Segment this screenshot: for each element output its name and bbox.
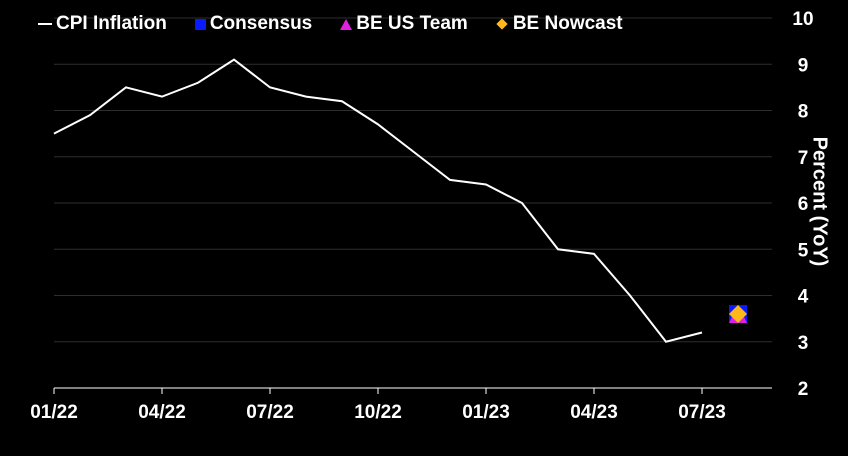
legend-item-cpi: CPI Inflation	[38, 13, 167, 35]
legend-label-cpi: CPI Inflation	[56, 13, 167, 34]
x-tick-label: 04/23	[570, 402, 618, 423]
y-tick-label: 5	[798, 240, 809, 261]
y-tick-label: 9	[798, 55, 809, 76]
y-tick-label: 8	[798, 102, 809, 123]
legend: CPI Inflation Consensus BE US Team BE No…	[38, 13, 651, 35]
cpi-inflation-line	[53, 58, 703, 343]
triangle-icon	[340, 18, 353, 30]
square-icon	[194, 18, 206, 30]
legend-item-be-us-team: BE US Team	[340, 13, 468, 35]
x-tick-label: 04/22	[138, 402, 186, 423]
y-tick-label: 6	[798, 194, 809, 215]
y-tick-label: 2	[798, 379, 809, 400]
legend-item-be-nowcast: BE Nowcast	[496, 13, 623, 35]
x-tick-label: 01/22	[30, 402, 78, 423]
legend-label-be-nowcast: BE Nowcast	[512, 13, 623, 34]
legend-label-consensus: Consensus	[209, 13, 313, 34]
diamond-icon	[496, 18, 508, 30]
legend-item-consensus: Consensus	[194, 13, 313, 35]
y-tick-label: 4	[798, 287, 809, 308]
x-tick-label: 10/22	[354, 402, 402, 423]
x-tick-label: 01/23	[462, 402, 510, 423]
y-tick-label: 3	[798, 333, 809, 354]
y-tick-label: 7	[798, 148, 809, 169]
y-tick-label: 10	[792, 9, 813, 30]
line-icon	[38, 23, 52, 25]
x-tick-label: 07/23	[678, 402, 726, 423]
legend-label-be-us-team: BE US Team	[356, 13, 468, 34]
y-axis-label: Percent (YoY)	[808, 136, 831, 267]
x-tick-label: 07/22	[246, 402, 294, 423]
be-nowcast-marker	[729, 305, 747, 323]
